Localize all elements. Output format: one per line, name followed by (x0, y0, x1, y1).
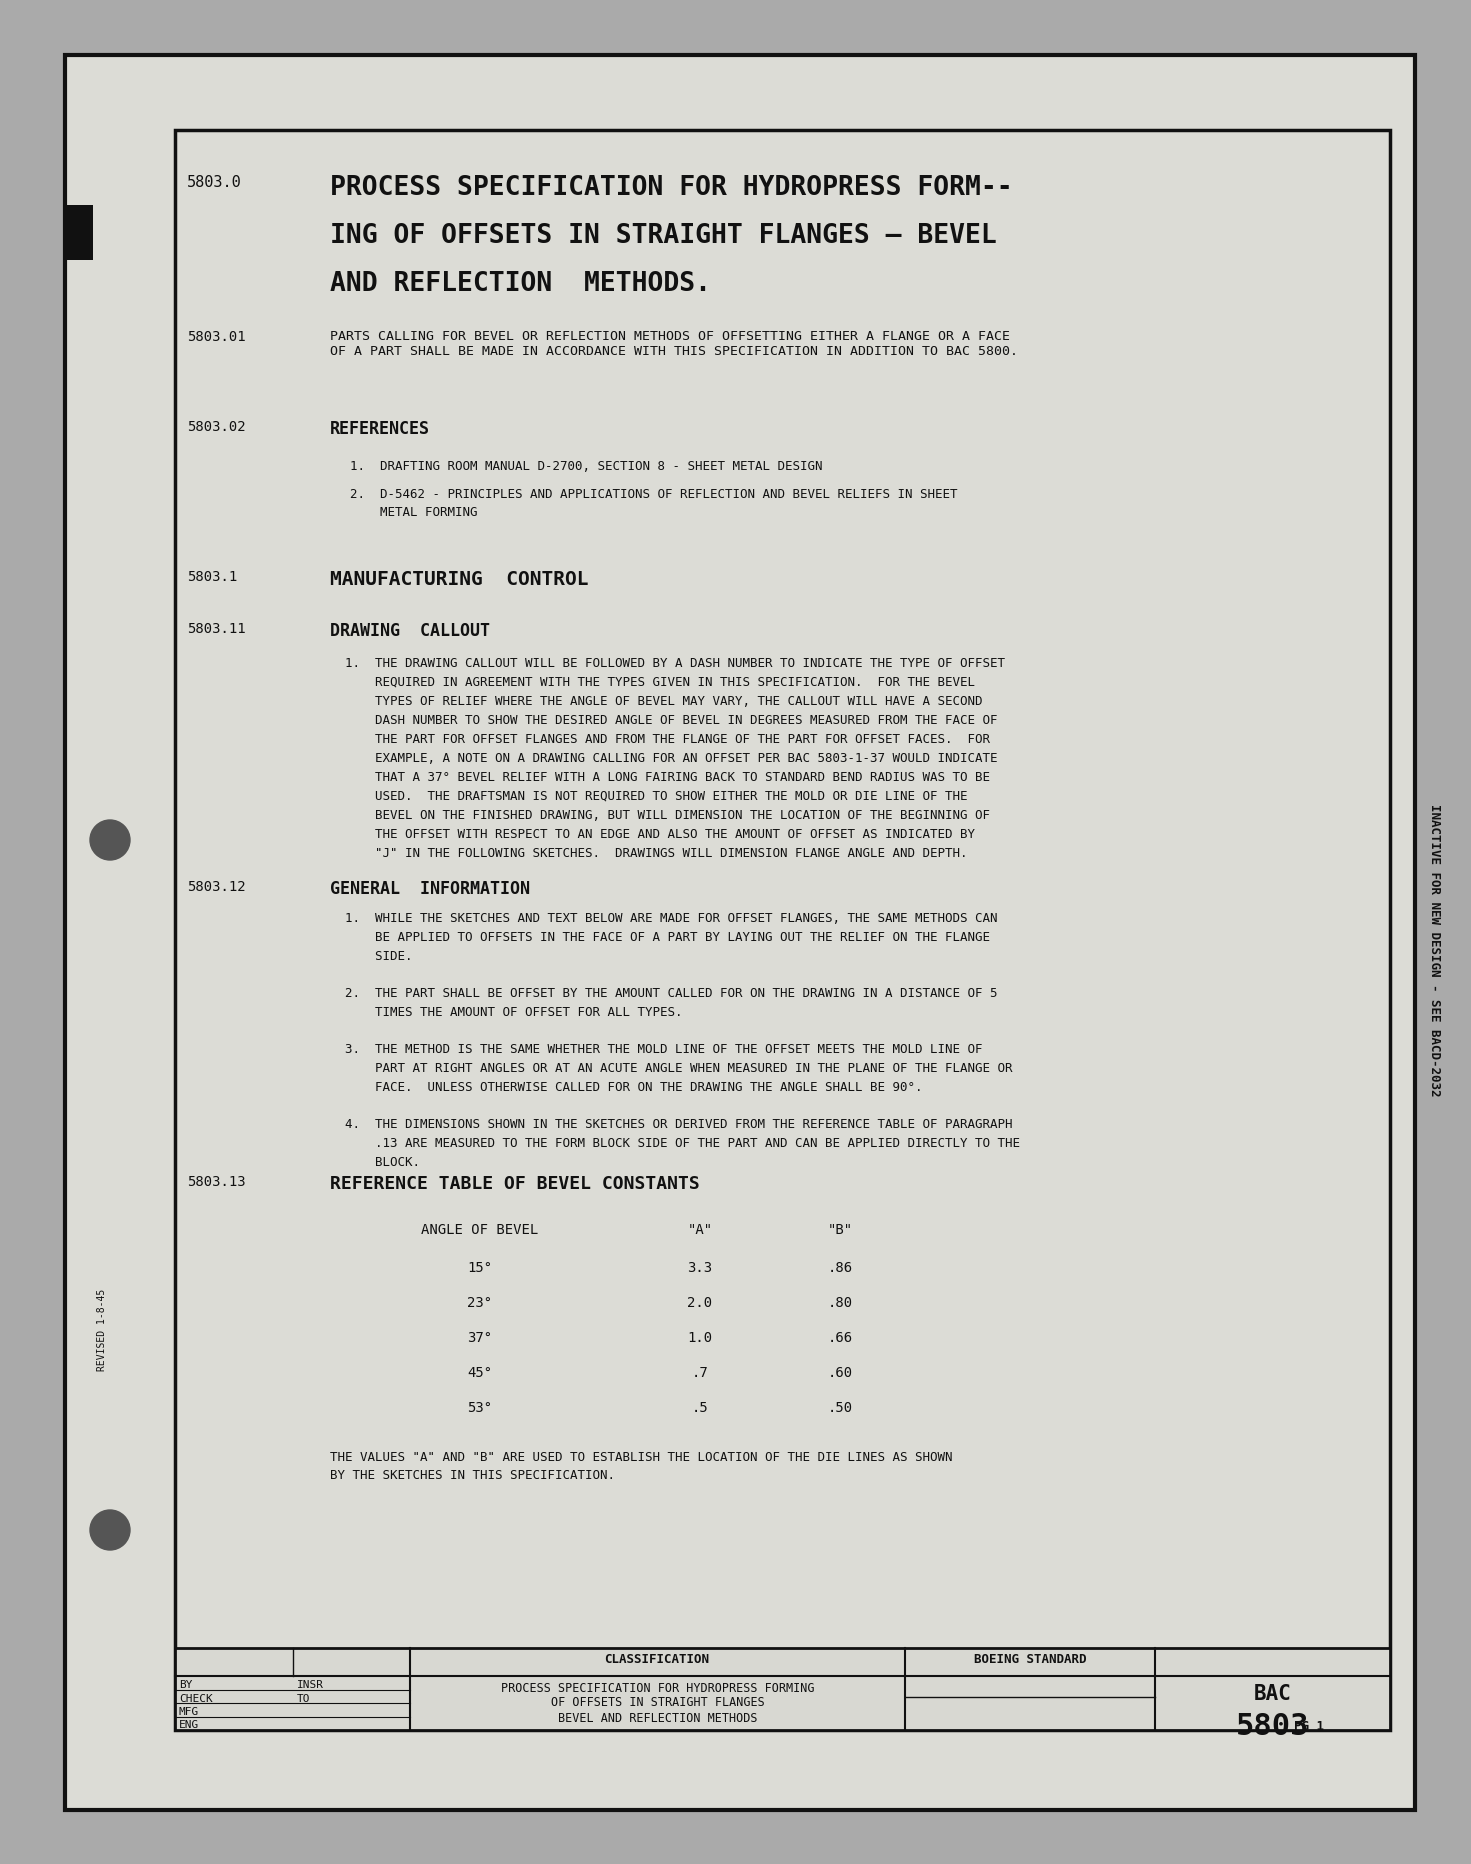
Text: THE OFFSET WITH RESPECT TO AN EDGE AND ALSO THE AMOUNT OF OFFSET AS INDICATED BY: THE OFFSET WITH RESPECT TO AN EDGE AND A… (346, 828, 975, 841)
Text: PARTS CALLING FOR BEVEL OR REFLECTION METHODS OF OFFSETTING EITHER A FLANGE OR A: PARTS CALLING FOR BEVEL OR REFLECTION ME… (330, 330, 1018, 358)
Text: ANGLE OF BEVEL: ANGLE OF BEVEL (421, 1223, 538, 1238)
Text: 4.  THE DIMENSIONS SHOWN IN THE SKETCHES OR DERIVED FROM THE REFERENCE TABLE OF : 4. THE DIMENSIONS SHOWN IN THE SKETCHES … (346, 1118, 1012, 1131)
Text: 45°: 45° (468, 1366, 493, 1379)
Text: 3.  THE METHOD IS THE SAME WHETHER THE MOLD LINE OF THE OFFSET MEETS THE MOLD LI: 3. THE METHOD IS THE SAME WHETHER THE MO… (346, 1044, 983, 1057)
Text: 5803.11: 5803.11 (187, 623, 246, 636)
Text: 53°: 53° (468, 1402, 493, 1415)
Text: .66: .66 (827, 1331, 853, 1346)
Text: BE APPLIED TO OFFSETS IN THE FACE OF A PART BY LAYING OUT THE RELIEF ON THE FLAN: BE APPLIED TO OFFSETS IN THE FACE OF A P… (346, 930, 990, 943)
Text: THE PART FOR OFFSET FLANGES AND FROM THE FLANGE OF THE PART FOR OFFSET FACES.  F: THE PART FOR OFFSET FLANGES AND FROM THE… (346, 733, 990, 746)
Text: SIDE.: SIDE. (346, 951, 412, 964)
Text: 5803.1: 5803.1 (187, 570, 237, 583)
Text: TIMES THE AMOUNT OF OFFSET FOR ALL TYPES.: TIMES THE AMOUNT OF OFFSET FOR ALL TYPES… (346, 1007, 683, 1020)
Text: CHECK: CHECK (179, 1694, 213, 1704)
Text: 1.  DRAFTING ROOM MANUAL D-2700, SECTION 8 - SHEET METAL DESIGN: 1. DRAFTING ROOM MANUAL D-2700, SECTION … (350, 460, 822, 473)
Text: GENERAL  INFORMATION: GENERAL INFORMATION (330, 880, 530, 898)
Text: .86: .86 (827, 1262, 853, 1275)
Text: EXAMPLE, A NOTE ON A DRAWING CALLING FOR AN OFFSET PER BAC 5803-1-37 WOULD INDIC: EXAMPLE, A NOTE ON A DRAWING CALLING FOR… (346, 751, 997, 764)
Bar (175, 130, 1390, 1730)
Text: MFG: MFG (179, 1707, 199, 1717)
Text: INACTIVE FOR NEW DESIGN - SEE BACD-2032: INACTIVE FOR NEW DESIGN - SEE BACD-2032 (1428, 803, 1442, 1096)
Text: THE VALUES "A" AND "B" ARE USED TO ESTABLISH THE LOCATION OF THE DIE LINES AS SH: THE VALUES "A" AND "B" ARE USED TO ESTAB… (330, 1450, 953, 1463)
Text: FACE.  UNLESS OTHERWISE CALLED FOR ON THE DRAWING THE ANGLE SHALL BE 90°.: FACE. UNLESS OTHERWISE CALLED FOR ON THE… (346, 1081, 922, 1094)
Text: PROCESS SPECIFICATION FOR HYDROPRESS FORM--: PROCESS SPECIFICATION FOR HYDROPRESS FOR… (330, 175, 1012, 201)
Text: .50: .50 (827, 1402, 853, 1415)
Text: BLOCK.: BLOCK. (346, 1156, 421, 1169)
Text: 1.  WHILE THE SKETCHES AND TEXT BELOW ARE MADE FOR OFFSET FLANGES, THE SAME METH: 1. WHILE THE SKETCHES AND TEXT BELOW ARE… (346, 911, 997, 925)
Text: TO: TO (297, 1694, 310, 1704)
Text: 37°: 37° (468, 1331, 493, 1346)
Text: PART AT RIGHT ANGLES OR AT AN ACUTE ANGLE WHEN MEASURED IN THE PLANE OF THE FLAN: PART AT RIGHT ANGLES OR AT AN ACUTE ANGL… (346, 1062, 1012, 1076)
Circle shape (90, 1510, 129, 1551)
Text: .80: .80 (827, 1295, 853, 1310)
Text: REQUIRED IN AGREEMENT WITH THE TYPES GIVEN IN THIS SPECIFICATION.  FOR THE BEVEL: REQUIRED IN AGREEMENT WITH THE TYPES GIV… (346, 677, 975, 690)
Text: 5803: 5803 (1236, 1711, 1309, 1741)
Text: TYPES OF RELIEF WHERE THE ANGLE OF BEVEL MAY VARY, THE CALLOUT WILL HAVE A SECON: TYPES OF RELIEF WHERE THE ANGLE OF BEVEL… (346, 695, 983, 708)
Text: .60: .60 (827, 1366, 853, 1379)
Text: DRAWING  CALLOUT: DRAWING CALLOUT (330, 623, 490, 639)
Text: REFERENCES: REFERENCES (330, 419, 430, 438)
Text: THAT A 37° BEVEL RELIEF WITH A LONG FAIRING BACK TO STANDARD BEND RADIUS WAS TO : THAT A 37° BEVEL RELIEF WITH A LONG FAIR… (346, 772, 990, 785)
Text: .5: .5 (691, 1402, 709, 1415)
Text: BEVEL ON THE FINISHED DRAWING, BUT WILL DIMENSION THE LOCATION OF THE BEGINNING : BEVEL ON THE FINISHED DRAWING, BUT WILL … (346, 809, 990, 822)
Text: 15°: 15° (468, 1262, 493, 1275)
Text: BY: BY (179, 1679, 193, 1691)
Text: "A": "A" (687, 1223, 712, 1238)
Text: 1.0: 1.0 (687, 1331, 712, 1346)
Text: 2.  D-5462 - PRINCIPLES AND APPLICATIONS OF REFLECTION AND BEVEL RELIEFS IN SHEE: 2. D-5462 - PRINCIPLES AND APPLICATIONS … (350, 488, 958, 501)
Text: BAC: BAC (1253, 1683, 1292, 1704)
Text: 23°: 23° (468, 1295, 493, 1310)
Text: 2.  THE PART SHALL BE OFFSET BY THE AMOUNT CALLED FOR ON THE DRAWING IN A DISTAN: 2. THE PART SHALL BE OFFSET BY THE AMOUN… (346, 988, 997, 999)
Text: CLASSIFICATION: CLASSIFICATION (605, 1653, 709, 1666)
Text: 1.  THE DRAWING CALLOUT WILL BE FOLLOWED BY A DASH NUMBER TO INDICATE THE TYPE O: 1. THE DRAWING CALLOUT WILL BE FOLLOWED … (346, 656, 1005, 669)
Text: METAL FORMING: METAL FORMING (350, 505, 478, 518)
Text: 5803.02: 5803.02 (187, 419, 246, 434)
Text: AND REFLECTION  METHODS.: AND REFLECTION METHODS. (330, 270, 710, 296)
Text: 5803.12: 5803.12 (187, 880, 246, 895)
Text: DASH NUMBER TO SHOW THE DESIRED ANGLE OF BEVEL IN DEGREES MEASURED FROM THE FACE: DASH NUMBER TO SHOW THE DESIRED ANGLE OF… (346, 714, 997, 727)
Circle shape (90, 820, 129, 859)
Text: 5803.01: 5803.01 (187, 330, 246, 345)
Text: MANUFACTURING  CONTROL: MANUFACTURING CONTROL (330, 570, 588, 589)
Text: REFERENCE TABLE OF BEVEL CONSTANTS: REFERENCE TABLE OF BEVEL CONSTANTS (330, 1174, 700, 1193)
Text: "J" IN THE FOLLOWING SKETCHES.  DRAWINGS WILL DIMENSION FLANGE ANGLE AND DEPTH.: "J" IN THE FOLLOWING SKETCHES. DRAWINGS … (346, 846, 968, 859)
Text: PROCESS SPECIFICATION FOR HYDROPRESS FORMING
OF OFFSETS IN STRAIGHT FLANGES
BEVE: PROCESS SPECIFICATION FOR HYDROPRESS FOR… (500, 1681, 815, 1724)
Text: 3.3: 3.3 (687, 1262, 712, 1275)
Text: USED.  THE DRAFTSMAN IS NOT REQUIRED TO SHOW EITHER THE MOLD OR DIE LINE OF THE: USED. THE DRAFTSMAN IS NOT REQUIRED TO S… (346, 790, 968, 803)
Text: BOEING STANDARD: BOEING STANDARD (974, 1653, 1086, 1666)
Text: BY THE SKETCHES IN THIS SPECIFICATION.: BY THE SKETCHES IN THIS SPECIFICATION. (330, 1469, 615, 1482)
Text: 5803.13: 5803.13 (187, 1174, 246, 1189)
Text: 2.0: 2.0 (687, 1295, 712, 1310)
Text: PG 1: PG 1 (1294, 1720, 1324, 1734)
Text: .13 ARE MEASURED TO THE FORM BLOCK SIDE OF THE PART AND CAN BE APPLIED DIRECTLY : .13 ARE MEASURED TO THE FORM BLOCK SIDE … (346, 1137, 1019, 1150)
Text: 5803.0: 5803.0 (187, 175, 241, 190)
Bar (65, 205, 93, 259)
Text: .7: .7 (691, 1366, 709, 1379)
Text: ING OF OFFSETS IN STRAIGHT FLANGES — BEVEL: ING OF OFFSETS IN STRAIGHT FLANGES — BEV… (330, 224, 997, 250)
Text: ENG: ENG (179, 1720, 199, 1730)
Bar (175, 1648, 1390, 1730)
Text: REVISED 1-8-45: REVISED 1-8-45 (97, 1288, 107, 1372)
Text: INSR: INSR (297, 1679, 324, 1691)
Text: "B": "B" (827, 1223, 853, 1238)
